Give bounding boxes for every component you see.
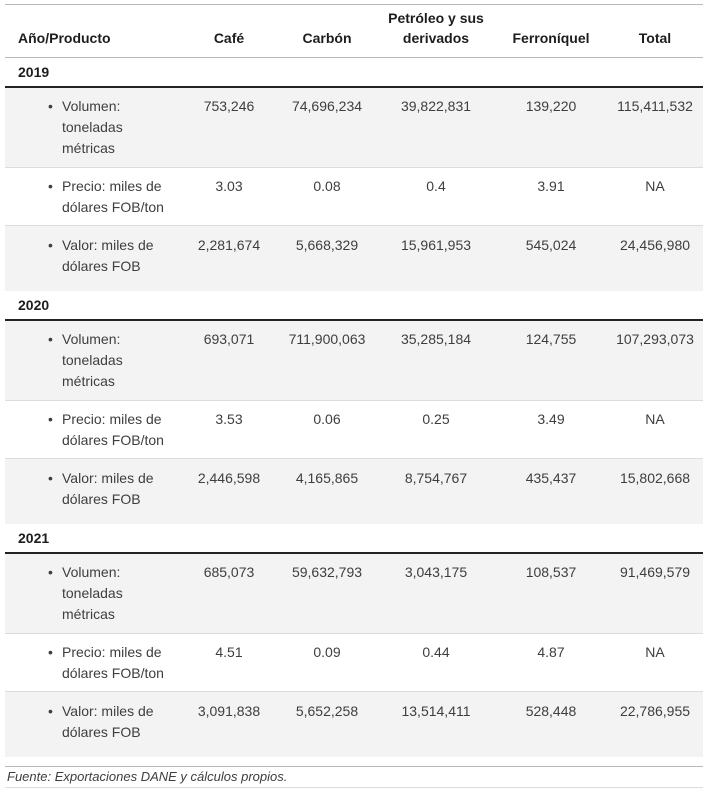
value-cell: 91,469,579 xyxy=(619,564,691,580)
value-cell: 3,043,175 xyxy=(404,564,468,580)
year-label: 2019 xyxy=(5,57,703,88)
bullet-icon: • xyxy=(48,98,53,114)
bullet-icon: • xyxy=(48,178,53,194)
value-cell: 115,411,532 xyxy=(617,98,693,114)
column-header: Petróleo y sus derivados xyxy=(377,4,495,58)
data-row: • Valor: miles de dólares FOB 2,281,674 5,6… xyxy=(5,225,703,291)
table-body: 2019 • Volumen: toneladas métricas 753,246 7… xyxy=(5,57,703,757)
row-label: Volumen: toneladas métricas xyxy=(62,331,123,389)
value-cell: 435,437 xyxy=(495,458,607,524)
exports-table: Año/Producto Café Carbón Petróleo y sus der… xyxy=(5,4,703,757)
value-cell: 3,091,838 xyxy=(181,691,277,757)
row-label-cell: • Precio: miles de dólares FOB/ton xyxy=(5,633,181,692)
row-label-cell: • Volumen: toneladas métricas xyxy=(5,87,181,168)
value-cell: 0.09 xyxy=(277,633,377,692)
value-cell: 3.91 xyxy=(495,167,607,226)
value-cell: 35,285,184 xyxy=(400,331,472,347)
value-cell: 4.87 xyxy=(495,633,607,692)
value-cell: 2,281,674 xyxy=(181,225,277,291)
row-label-cell: • Valor: miles de dólares FOB xyxy=(5,225,181,291)
data-row: • Volumen: toneladas métricas 753,246 74,69… xyxy=(5,87,703,168)
row-label-cell: • Volumen: toneladas métricas xyxy=(5,553,181,634)
row-label: Precio: miles de dólares FOB/ton xyxy=(62,411,164,448)
value-cell: 4.51 xyxy=(181,633,277,692)
row-label: Precio: miles de dólares FOB/ton xyxy=(62,178,164,215)
value-cell: 711,900,063 xyxy=(288,331,366,347)
value-cell: 139,220 xyxy=(525,98,577,114)
value-cell: 545,024 xyxy=(495,225,607,291)
value-cell: NA xyxy=(607,400,703,459)
value-cell: 3.49 xyxy=(495,400,607,459)
value-cell: 15,961,953 xyxy=(377,225,495,291)
column-header: Año/Producto xyxy=(5,4,181,58)
year-row: 2020 xyxy=(5,291,703,321)
bullet-icon: • xyxy=(48,703,53,719)
value-cell: 0.25 xyxy=(377,400,495,459)
value-cell: 13,514,411 xyxy=(377,691,495,757)
value-cell: 22,786,955 xyxy=(607,691,703,757)
year-label: 2020 xyxy=(5,291,703,321)
value-cell: 4,165,865 xyxy=(277,458,377,524)
value-cell: 124,755 xyxy=(525,331,577,347)
value-cell: 15,802,668 xyxy=(607,458,703,524)
value-cell: 107,293,073 xyxy=(616,331,694,347)
row-label: Precio: miles de dólares FOB/ton xyxy=(62,644,164,681)
row-label: Valor: miles de dólares FOB xyxy=(62,237,154,274)
year-row: 2019 xyxy=(5,57,703,88)
value-cell: 5,652,258 xyxy=(277,691,377,757)
value-cell: 5,668,329 xyxy=(277,225,377,291)
value-cell: 24,456,980 xyxy=(607,225,703,291)
value-cell: 528,448 xyxy=(495,691,607,757)
value-cell: 3.03 xyxy=(181,167,277,226)
column-header: Café xyxy=(181,4,277,58)
data-row: • Valor: miles de dólares FOB 2,446,598 4,1… xyxy=(5,458,703,524)
row-label-cell: • Precio: miles de dólares FOB/ton xyxy=(5,400,181,459)
value-cell: 0.08 xyxy=(277,167,377,226)
data-row: • Precio: miles de dólares FOB/ton 3.03 0.0… xyxy=(5,167,703,226)
data-row: • Precio: miles de dólares FOB/ton 4.51 0.0… xyxy=(5,633,703,692)
value-cell: 108,537 xyxy=(525,564,577,580)
data-row: • Volumen: toneladas métricas 693,071 711,9… xyxy=(5,320,703,401)
value-cell: 693,071 xyxy=(203,331,255,347)
value-cell: 3.53 xyxy=(181,400,277,459)
row-label: Volumen: toneladas métricas xyxy=(62,564,123,622)
row-label: Valor: miles de dólares FOB xyxy=(62,470,154,507)
value-cell: NA xyxy=(607,633,703,692)
row-label-cell: • Valor: miles de dólares FOB xyxy=(5,691,181,757)
value-cell: 0.44 xyxy=(377,633,495,692)
value-cell: 8,754,767 xyxy=(377,458,495,524)
year-row: 2021 xyxy=(5,524,703,554)
value-cell: 39,822,831 xyxy=(400,98,472,114)
value-cell: 685,073 xyxy=(203,564,255,580)
column-header: Ferroníquel xyxy=(495,4,607,58)
header-row: Año/Producto Café Carbón Petróleo y sus der… xyxy=(5,4,703,58)
data-row: • Volumen: toneladas métricas 685,073 59,63… xyxy=(5,553,703,634)
data-row: • Precio: miles de dólares FOB/ton 3.53 0.0… xyxy=(5,400,703,459)
row-label-cell: • Precio: miles de dólares FOB/ton xyxy=(5,167,181,226)
bullet-icon: • xyxy=(48,331,53,347)
value-cell: 2,446,598 xyxy=(181,458,277,524)
value-cell: 753,246 xyxy=(203,98,255,114)
table-header: Año/Producto Café Carbón Petróleo y sus der… xyxy=(5,4,703,58)
column-header: Carbón xyxy=(277,4,377,58)
bullet-icon: • xyxy=(48,237,53,253)
column-header: Total xyxy=(607,4,703,58)
value-cell: 59,632,793 xyxy=(291,564,363,580)
bullet-icon: • xyxy=(48,470,53,486)
bullet-icon: • xyxy=(48,411,53,427)
value-cell: NA xyxy=(607,167,703,226)
row-label: Valor: miles de dólares FOB xyxy=(62,703,154,740)
bullet-icon: • xyxy=(48,564,53,580)
row-label: Volumen: toneladas métricas xyxy=(62,98,123,156)
value-cell: 0.06 xyxy=(277,400,377,459)
value-cell: 74,696,234 xyxy=(291,98,363,114)
source-note: Fuente: Exportaciones DANE y cálculos pr… xyxy=(5,766,703,788)
bullet-icon: • xyxy=(48,644,53,660)
row-label-cell: • Valor: miles de dólares FOB xyxy=(5,458,181,524)
row-label-cell: • Volumen: toneladas métricas xyxy=(5,320,181,401)
data-row: • Valor: miles de dólares FOB 3,091,838 5,6… xyxy=(5,691,703,757)
value-cell: 0.4 xyxy=(377,167,495,226)
year-label: 2021 xyxy=(5,524,703,554)
